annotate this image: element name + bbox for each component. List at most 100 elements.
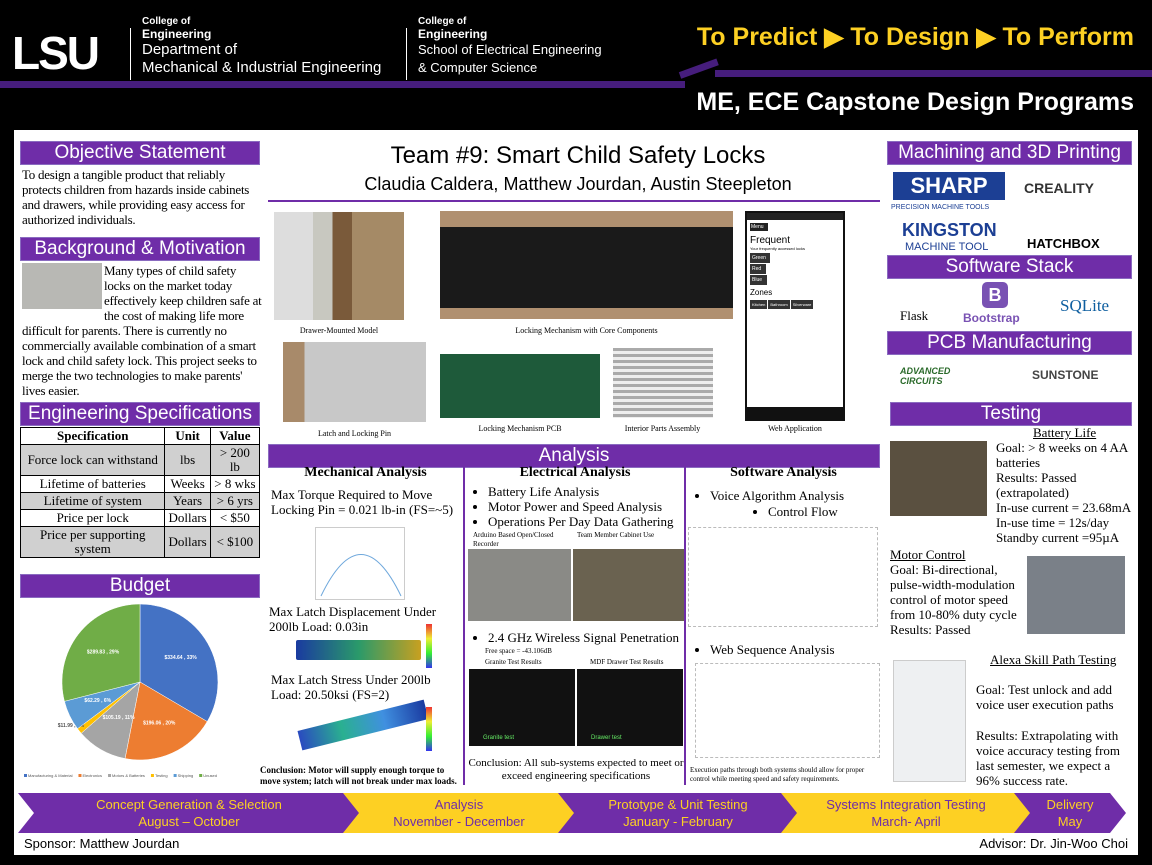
granite-label: Granite Test Results	[485, 658, 542, 666]
mech-title: Mechanical Analysis	[304, 465, 427, 480]
bullet: Voice Algorithm Analysis	[710, 488, 882, 503]
cell: Years	[164, 492, 211, 510]
cell: Price per lock	[19, 509, 166, 527]
sequence-diagram	[695, 663, 880, 758]
motor-goal: Goal: Bi-directional, pulse-width-modula…	[890, 562, 1017, 622]
col-header: Unit	[164, 427, 211, 445]
divider	[463, 465, 465, 785]
budget-heading: Budget	[20, 574, 260, 598]
caption: Latch and Locking Pin	[317, 429, 392, 438]
creality-logo: CREALITY	[1024, 180, 1094, 196]
interior-assembly-image	[613, 348, 713, 418]
title-rule	[268, 200, 880, 202]
kingston-logo: KINGSTON	[902, 220, 997, 240]
legend-swatch	[150, 774, 154, 777]
frequent-sub: Your frequently accessed locks	[750, 246, 805, 251]
engineering-label: Engineering	[142, 27, 212, 41]
cell: Weeks	[164, 475, 211, 493]
pie-data-label: $62.29 , 6%	[84, 698, 111, 704]
dept-ece: College of Engineering School of Electri…	[418, 16, 602, 77]
divider	[406, 28, 407, 80]
motor-title: Motor Control	[890, 547, 966, 562]
cell: < $50	[209, 509, 261, 527]
cabinet-use-image	[573, 549, 684, 621]
battery-title: Battery Life	[1033, 425, 1097, 440]
timeline-phase: Prototype & Unit Testing January - Februa…	[558, 793, 798, 833]
timeline-phase: Delivery May	[1014, 793, 1126, 833]
sunstone-logo: SUNSTONE	[1032, 368, 1099, 382]
mdf-label: MDF Drawer Test Results	[590, 658, 664, 666]
legend-label: Shipping	[178, 773, 194, 778]
elec-conclusion: Conclusion: All sub-systems expected to …	[468, 757, 684, 782]
elec-bullets: Battery Life Analysis Motor Power and Sp…	[472, 484, 684, 529]
displacement-fea-image	[296, 640, 421, 660]
col-header: Value	[209, 427, 261, 445]
phase-name: Concept Generation & Selection	[96, 797, 282, 812]
color-scale	[426, 707, 432, 751]
alexa-result: Results: Extrapolating with voice accura…	[976, 728, 1121, 788]
zone-button: Kitchen	[750, 300, 768, 309]
divider	[684, 465, 686, 785]
background-section: Many types of child safety locks on the …	[22, 263, 262, 398]
dept-line: Department of	[142, 41, 238, 58]
caption: Interior Parts Assembly	[624, 424, 701, 433]
cell: > 200 lb	[209, 444, 261, 476]
legend-swatch	[199, 774, 203, 777]
advisor: Advisor: Dr. Jin-Woo Choi	[979, 836, 1128, 851]
legend-label: Unused	[203, 773, 217, 778]
pie-data-label: $105.19 , 11%	[103, 715, 136, 721]
pcb-heading: PCB Manufacturing	[887, 331, 1132, 355]
alexa-chat-screenshot	[893, 660, 966, 782]
background-heading: Background & Motivation	[20, 237, 260, 261]
timeline-phase: Concept Generation & Selection August – O…	[18, 793, 360, 833]
flask-logo: Flask	[900, 308, 929, 323]
stress-text: Max Latch Stress Under 200lb Load: 20.50…	[271, 672, 431, 702]
phase-dates: November - December	[393, 814, 525, 829]
sharp-tagline: PRECISION MACHINE TOOLS	[891, 204, 990, 211]
cell: lbs	[164, 444, 211, 476]
bootstrap-logo: Bootstrap	[963, 311, 1020, 325]
table-row: Price per lock Dollars < $50	[19, 509, 261, 527]
legend-label: Electronics	[82, 773, 102, 778]
header-stripe	[0, 81, 685, 88]
latch-pin-image	[283, 342, 426, 422]
team-title: Team #9: Smart Child Safety Locks	[390, 142, 766, 169]
pie-data-label: $11.99 , 1%	[58, 723, 85, 729]
sub-bullet: Team Member Cabinet Use	[577, 531, 655, 539]
program-title: ME, ECE Capstone Design Programs	[696, 88, 1134, 116]
control-flow-diagram	[688, 527, 878, 627]
zone-button: Bathroom	[768, 300, 790, 309]
bootstrap-icon: B	[982, 282, 1008, 308]
pie-slice-unused	[61, 603, 141, 702]
phase-dates: January - February	[623, 814, 733, 829]
objective-text: To design a tangible product that reliab…	[22, 167, 250, 227]
zones-title: Zones	[750, 288, 773, 297]
zone-button: Silverware	[790, 300, 814, 309]
cell: Price per supporting system	[19, 526, 166, 558]
dept-line: Mechanical & Industrial Engineering	[142, 59, 382, 76]
nav-bar	[747, 407, 843, 419]
testing-heading: Testing	[890, 402, 1132, 426]
menu-button: Menu	[750, 223, 768, 231]
software-title: Software Analysis	[730, 465, 837, 480]
legend-swatch	[78, 774, 82, 777]
cell: < $100	[209, 526, 261, 558]
lsu-logo: LSU	[12, 27, 100, 79]
granite-spectrum: Granite test	[469, 669, 575, 746]
lock-product-image	[22, 263, 102, 309]
battery-line: In-use time = 12s/day	[996, 515, 1110, 530]
sharp-logo: SHARP	[893, 172, 1005, 200]
torque-plot	[315, 527, 405, 600]
drawer-model-image	[274, 212, 404, 320]
cell: Lifetime of system	[19, 492, 166, 510]
cell: > 8 wks	[209, 475, 261, 493]
phase-dates: August – October	[138, 814, 240, 829]
status-bar	[747, 213, 843, 220]
phase-name: Systems Integration Testing	[826, 797, 986, 812]
dept-line: & Computer Science	[418, 60, 538, 75]
motor-section: Motor Control Goal: Bi-directional, puls…	[890, 547, 1022, 637]
engineering-label: Engineering	[418, 27, 488, 41]
timeline-phase: Analysis November - December	[343, 793, 575, 833]
pcb-image	[440, 354, 600, 418]
dept-me: College of Engineering Department of Mec…	[142, 16, 381, 77]
